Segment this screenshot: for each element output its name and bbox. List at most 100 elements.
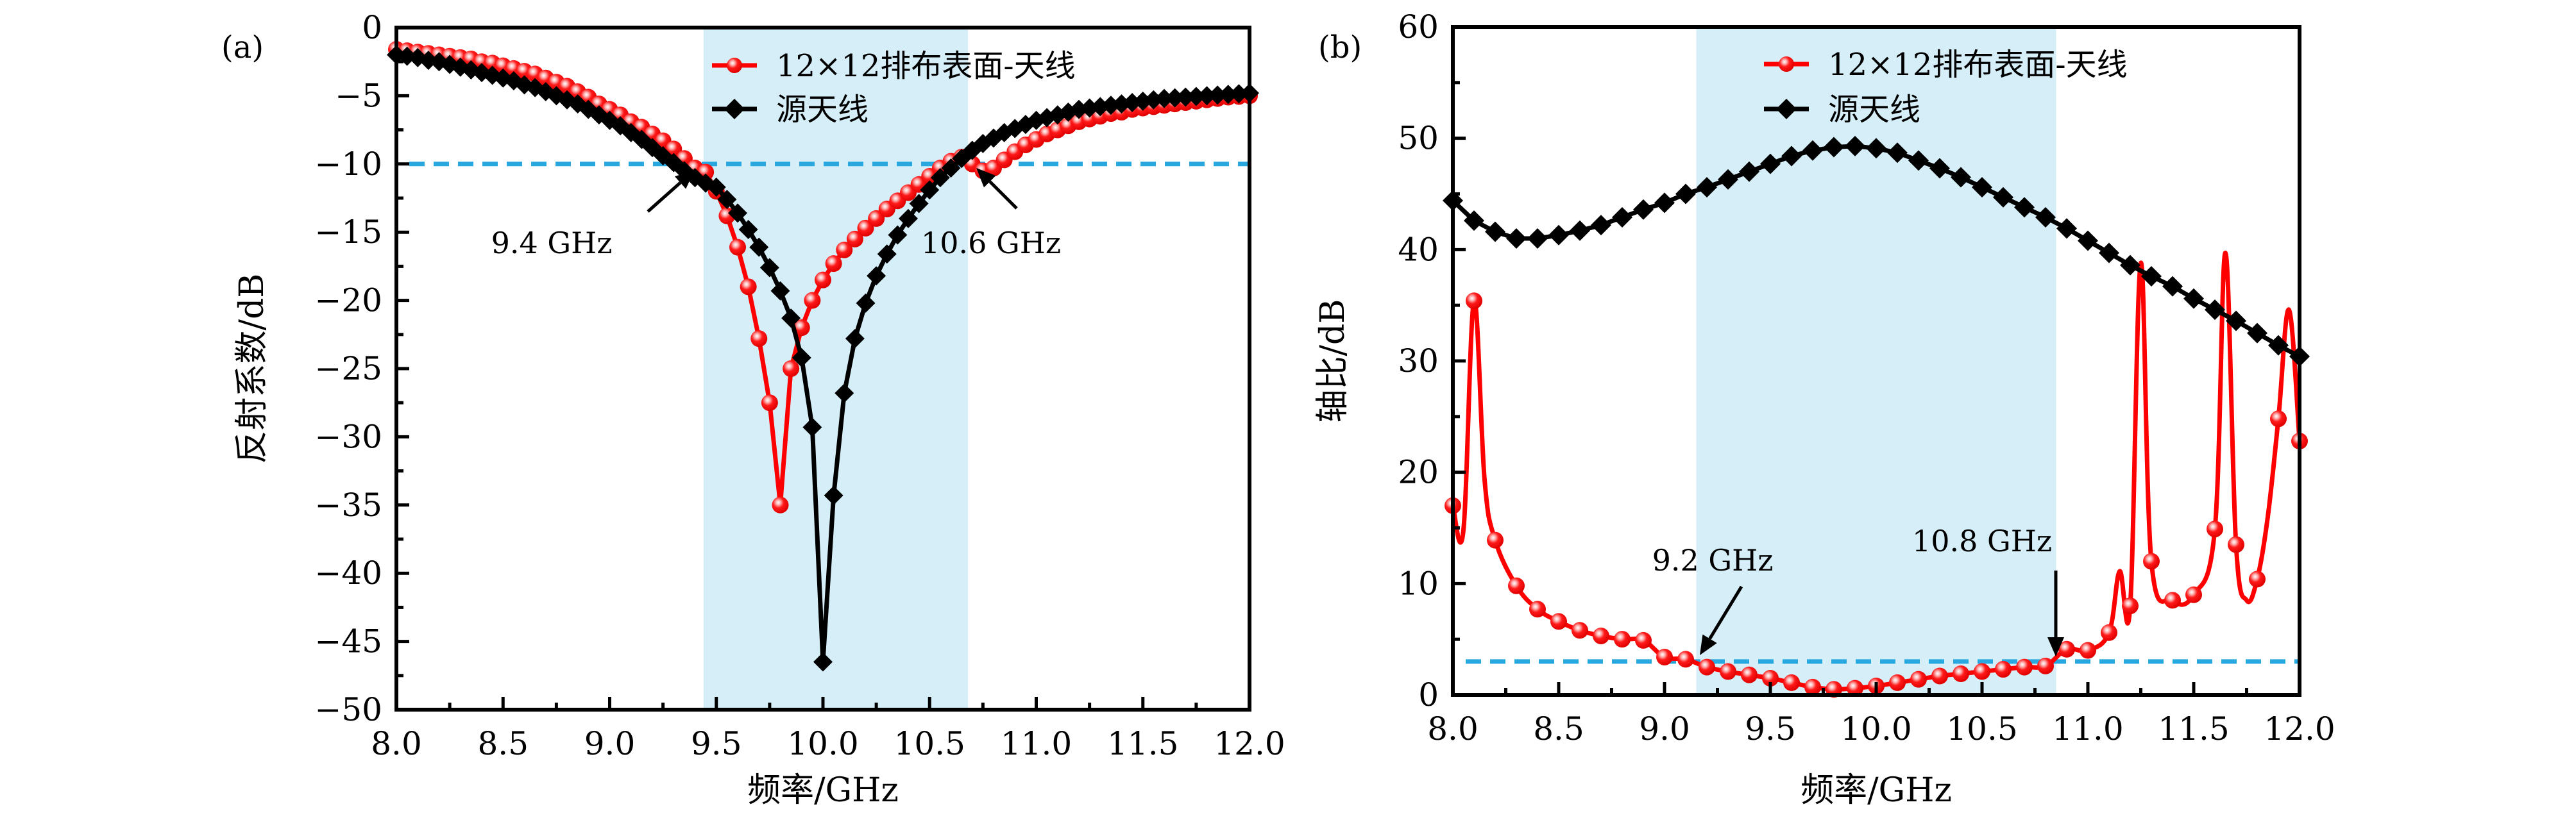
- series-source-antenna: [387, 45, 1259, 672]
- data-point: [920, 180, 940, 200]
- annotations: 9.4 GHz 10.6 GHz: [491, 168, 1061, 260]
- data-point: [1739, 161, 1759, 182]
- data-point: [2122, 597, 2139, 615]
- x-tick-label: 8.5: [1533, 710, 1584, 747]
- data-point: [2185, 586, 2202, 603]
- data-point: [1654, 192, 1675, 213]
- y-tick-label: −30: [314, 418, 382, 455]
- data-point: [1929, 158, 1950, 179]
- data-point: [2035, 206, 2056, 228]
- panel-label: (a): [221, 29, 264, 65]
- data-point: [772, 496, 789, 513]
- data-point: [2014, 197, 2035, 218]
- data-point: [2164, 592, 2181, 609]
- data-point: [1760, 153, 1781, 174]
- legend: 12×12排布表面-天线 源天线: [712, 48, 1076, 128]
- data-point: [1633, 199, 1654, 220]
- data-point: [1593, 627, 1609, 644]
- shaded-band: [703, 28, 969, 710]
- x-tick-label: 9.0: [1639, 710, 1690, 747]
- data-point: [1951, 167, 1971, 188]
- data-point: [1824, 137, 1844, 158]
- data-point: [1953, 665, 1969, 683]
- data-point: [815, 271, 831, 288]
- y-tick-label: 50: [1398, 120, 1439, 157]
- data-point: [845, 329, 865, 349]
- data-point: [1218, 85, 1238, 104]
- data-point: [1993, 187, 2013, 208]
- series-layer: [387, 41, 1259, 672]
- data-point: [2143, 553, 2160, 570]
- x-tick-label: 11.0: [2052, 710, 2123, 747]
- data-point: [1783, 674, 1800, 691]
- band-rect: [703, 28, 969, 710]
- data-point: [1699, 658, 1715, 676]
- data-point: [867, 266, 886, 286]
- data-point: [899, 208, 918, 228]
- annotations: 9.2 GHz 10.8 GHz: [1652, 524, 2064, 656]
- data-point: [1995, 661, 2012, 678]
- legend-label-array: 12×12排布表面-天线: [776, 48, 1076, 84]
- y-tick-label: −5: [335, 77, 382, 114]
- data-point: [1910, 671, 1927, 688]
- panel-a-reflection: 8.0 8.5 9.0 9.5 10.0 10.5 11.0 11.5 12.0 0 −5 −10 −1…: [221, 9, 1285, 810]
- data-point: [653, 146, 673, 166]
- x-tick-label: 8.5: [477, 725, 529, 762]
- data-point: [1165, 88, 1185, 108]
- data-point: [504, 71, 523, 90]
- data-point: [2058, 640, 2075, 658]
- data-point: [2101, 624, 2117, 641]
- data-point: [1804, 678, 1821, 696]
- data-point: [1697, 177, 1717, 198]
- data-point: [2120, 255, 2140, 276]
- x-tick-label: 11.5: [2158, 710, 2229, 747]
- data-point: [761, 394, 778, 412]
- panel-label: (b): [1318, 29, 1362, 65]
- legend-marker-diamond: [724, 99, 745, 119]
- y-tick-label: −40: [314, 555, 382, 592]
- data-point: [2247, 322, 2267, 344]
- y-axis-title: 轴比/dB: [1314, 299, 1352, 422]
- x-tick-label: 11.5: [1107, 725, 1178, 762]
- data-point: [1635, 631, 1652, 649]
- panel-b-axial-ratio: 8.0 8.5 9.0 9.5 10.0 10.5 11.0 11.5 12.0 0 10 20 30 4…: [1314, 8, 2335, 810]
- data-point: [750, 330, 768, 347]
- data-point: [2205, 299, 2225, 321]
- legend-label-array: 12×12排布表面-天线: [1828, 47, 2128, 83]
- annotation-high-freq: 10.8 GHz: [1912, 524, 2052, 558]
- data-point: [835, 383, 854, 403]
- data-point: [1762, 669, 1779, 687]
- data-point: [856, 293, 876, 313]
- x-tick-label: 10.0: [787, 725, 858, 762]
- data-point: [738, 219, 758, 239]
- legend-marker-circle: [727, 58, 742, 73]
- data-point: [2056, 218, 2077, 239]
- annotation-low-freq: 9.4 GHz: [491, 226, 613, 260]
- data-point: [1487, 531, 1504, 549]
- x-axis-title: 频率/GHz: [747, 771, 899, 810]
- data-point: [1550, 613, 1567, 630]
- data-point: [1675, 183, 1696, 204]
- x-tick-label: 9.5: [691, 725, 742, 762]
- data-point: [804, 292, 821, 309]
- data-point: [1485, 221, 1505, 242]
- data-point: [2099, 242, 2119, 263]
- data-point: [1866, 138, 1886, 159]
- data-point: [909, 194, 929, 213]
- data-point: [1908, 150, 1929, 171]
- data-point: [1931, 667, 1948, 685]
- y-tick-label: −10: [314, 146, 382, 183]
- legend-marker-diamond: [1776, 99, 1797, 119]
- y-axis-title: 反射系数/dB: [233, 273, 271, 463]
- y-tick-label: 10: [1398, 565, 1439, 602]
- data-point: [729, 238, 746, 256]
- x-tick-label: 12.0: [2264, 710, 2335, 747]
- x-tick-label: 12.0: [1214, 725, 1285, 762]
- data-point: [2162, 276, 2183, 297]
- annotation-arrow-shaft: [1708, 585, 1743, 640]
- data-point: [1529, 601, 1546, 618]
- data-point: [941, 158, 961, 178]
- data-point: [836, 241, 853, 258]
- legend: 12×12排布表面-天线 源天线: [1764, 47, 2128, 128]
- x-tick-label: 10.5: [894, 725, 965, 762]
